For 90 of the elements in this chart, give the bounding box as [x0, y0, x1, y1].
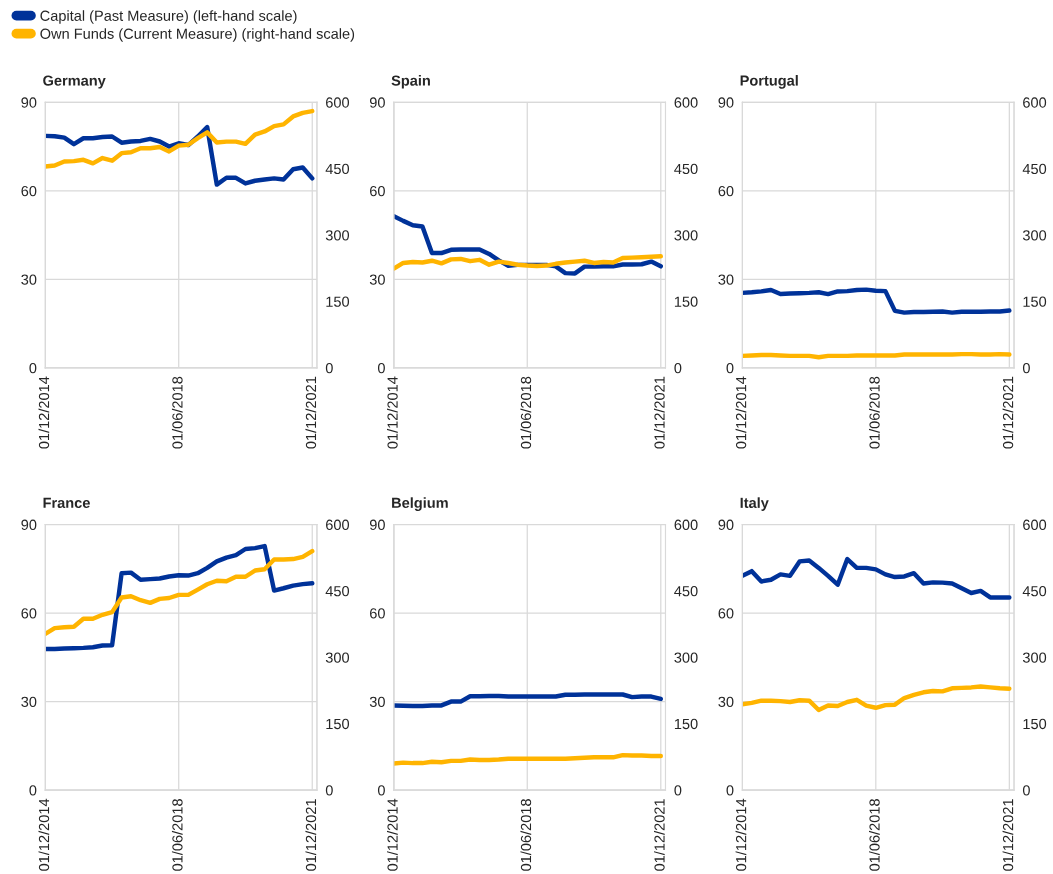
line-series	[393, 254, 664, 271]
x-tick-label: 01/12/2014	[38, 798, 50, 871]
x-tick-label: 01/12/2014	[38, 376, 50, 449]
y2-tick-label: 450	[674, 586, 698, 597]
y-tick-label: 0	[726, 362, 734, 374]
y2-tick-label: 0	[1022, 785, 1030, 796]
y2-tick-label: 300	[325, 230, 350, 241]
x-tick-label: 01/12/2021	[654, 799, 665, 871]
y-tick-label: 30	[21, 696, 37, 707]
y2-tick-label: 0	[325, 362, 333, 374]
y-tick-label: 60	[718, 185, 734, 197]
y2-tick-label: 150	[326, 296, 350, 307]
y2-tick-label: 300	[1022, 230, 1047, 241]
y2-tick-label: 150	[674, 296, 698, 307]
y2-tick-label: 450	[1022, 586, 1047, 597]
x-tick-label: 01/12/2021	[654, 376, 665, 449]
y-tick-label: 60	[718, 608, 734, 619]
y-tick-label: 30	[21, 274, 37, 285]
y2-tick-label: 600	[326, 97, 350, 108]
y-tick-label: 0	[726, 785, 734, 796]
y2-tick-label: 600	[674, 97, 698, 108]
y-tick-label: 0	[29, 362, 37, 374]
legend-label: Own Funds (Current Measure) (right-hand scale)	[40, 28, 355, 42]
y2-tick-label: 300	[674, 230, 698, 241]
x-tick-label: 01/12/2021	[1002, 376, 1014, 449]
line-series	[393, 752, 664, 766]
x-tick-label: 01/12/2014	[735, 376, 747, 449]
x-tick-label: 01/06/2018	[171, 376, 183, 449]
line-series	[742, 684, 1012, 713]
y-tick-label: 60	[21, 185, 37, 197]
y2-tick-label: 0	[325, 785, 333, 796]
line-series	[742, 556, 1012, 600]
line-series	[45, 124, 315, 187]
x-tick-label: 01/12/2014	[387, 376, 398, 449]
x-tick-label: 01/06/2018	[520, 376, 532, 449]
y-tick-label: 0	[377, 785, 385, 796]
y2-tick-label: 150	[326, 718, 350, 730]
y-tick-label: 90	[718, 519, 734, 530]
x-tick-label: 01/06/2018	[171, 799, 183, 871]
line-series	[45, 108, 315, 169]
y-tick-label: 30	[718, 274, 734, 285]
y2-tick-label: 600	[1023, 97, 1047, 108]
x-tick-label: 01/06/2018	[520, 799, 532, 871]
y2-tick-label: 450	[325, 586, 350, 597]
y2-tick-label: 600	[674, 519, 698, 530]
chart-title: France	[43, 497, 90, 508]
chart-title: Germany	[43, 75, 106, 89]
chart-title: Belgium	[392, 497, 448, 511]
x-tick-label: 01/12/2021	[305, 376, 317, 449]
line-series	[742, 287, 1012, 315]
y2-tick-label: 450	[1022, 163, 1047, 175]
y2-tick-label: 450	[325, 163, 350, 175]
y2-tick-label: 150	[674, 718, 698, 730]
x-tick-label: 01/12/2021	[1002, 799, 1014, 871]
y-tick-label: 60	[370, 185, 385, 197]
y-tick-label: 90	[369, 97, 385, 108]
legend-label: Capital (Past Measure) (left-hand scale)	[40, 10, 297, 24]
x-tick-label: 01/06/2018	[869, 799, 880, 871]
x-tick-label: 01/12/2021	[305, 799, 317, 871]
y-tick-label: 0	[377, 362, 385, 374]
y-tick-label: 60	[370, 608, 385, 619]
y2-tick-label: 150	[1023, 718, 1047, 730]
y2-tick-label: 300	[325, 652, 350, 663]
y-tick-label: 90	[718, 97, 734, 108]
x-tick-label: 01/12/2014	[387, 798, 398, 871]
line-series	[45, 543, 315, 652]
chart-title: Spain	[391, 75, 430, 89]
y2-tick-label: 0	[674, 362, 682, 374]
line-series	[45, 548, 315, 637]
chart-title: Portugal	[740, 75, 798, 89]
y-tick-label: 90	[21, 97, 37, 108]
line-series	[393, 692, 664, 709]
y2-tick-label: 300	[1022, 652, 1047, 663]
y2-tick-label: 150	[1023, 296, 1047, 307]
y2-tick-label: 0	[1022, 362, 1030, 374]
y2-tick-label: 0	[674, 785, 682, 796]
y-tick-label: 30	[369, 274, 385, 285]
x-tick-label: 01/12/2014	[735, 798, 747, 871]
y-tick-label: 30	[369, 696, 385, 707]
y2-tick-label: 300	[674, 652, 698, 663]
y-tick-label: 30	[718, 696, 734, 707]
y2-tick-label: 600	[326, 519, 350, 530]
y-tick-label: 0	[29, 785, 37, 796]
y2-tick-label: 600	[1023, 519, 1047, 530]
y-tick-label: 90	[21, 519, 37, 530]
y-tick-label: 90	[369, 519, 385, 530]
chart-title: Italy	[740, 497, 769, 511]
y-tick-label: 60	[21, 608, 37, 619]
x-tick-label: 01/06/2018	[869, 376, 880, 449]
y2-tick-label: 450	[674, 163, 698, 175]
